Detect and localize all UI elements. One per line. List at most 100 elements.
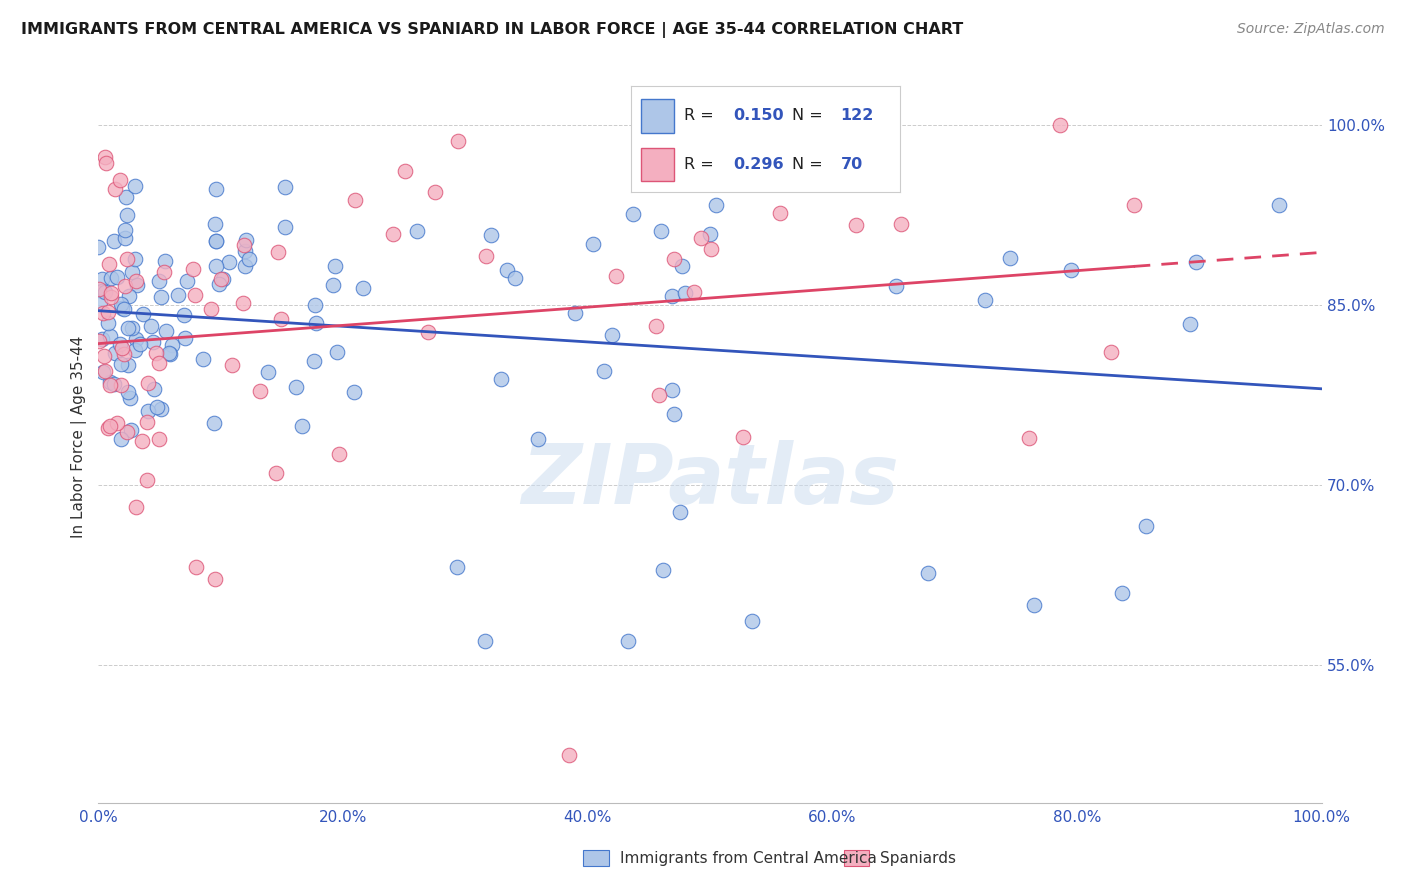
Point: [328, 447, 350, 461]
Point: [94, 156, 117, 170]
Point: [741, 615, 763, 629]
Point: [503, 270, 526, 285]
Point: [209, 271, 232, 285]
Point: [564, 306, 586, 320]
Point: [129, 336, 152, 351]
Point: [343, 384, 366, 399]
Point: [232, 237, 254, 252]
Point: [91, 365, 114, 379]
Point: [204, 217, 226, 231]
Point: [890, 217, 912, 231]
Point: [1135, 518, 1157, 533]
Point: [153, 265, 176, 279]
Point: [148, 433, 170, 447]
Point: [148, 356, 170, 370]
Point: [87, 239, 110, 253]
Point: [121, 321, 143, 335]
Point: [100, 271, 122, 285]
Point: [257, 365, 280, 379]
Point: [112, 347, 135, 361]
Point: [150, 290, 173, 304]
Point: [100, 290, 122, 304]
Point: [211, 271, 233, 285]
Point: [600, 328, 623, 343]
Text: IMMIGRANTS FROM CENTRAL AMERICA VS SPANIARD IN LABOR FORCE | AGE 35-44 CORRELATI: IMMIGRANTS FROM CENTRAL AMERICA VS SPANI…: [21, 22, 963, 38]
Point: [204, 572, 226, 586]
Point: [650, 224, 672, 238]
Y-axis label: In Labor Force | Age 35-44: In Labor Force | Age 35-44: [72, 336, 87, 538]
Point: [208, 277, 231, 292]
Point: [93, 150, 115, 164]
Point: [117, 321, 139, 335]
Point: [139, 319, 162, 334]
Point: [238, 252, 260, 266]
Point: [221, 358, 243, 372]
Point: [100, 285, 122, 300]
Point: [974, 293, 997, 307]
Point: [1018, 431, 1040, 445]
Point: [110, 173, 132, 187]
Point: [1180, 317, 1202, 331]
FancyBboxPatch shape: [844, 850, 869, 866]
Text: Source: ZipAtlas.com: Source: ZipAtlas.com: [1237, 22, 1385, 37]
Point: [124, 343, 146, 357]
Point: [131, 434, 153, 448]
Point: [884, 278, 907, 293]
Point: [699, 227, 721, 242]
Point: [93, 349, 115, 363]
Point: [159, 347, 181, 361]
Point: [917, 566, 939, 580]
Point: [605, 269, 627, 284]
Point: [1060, 263, 1083, 277]
Point: [115, 209, 138, 223]
Point: [668, 505, 690, 519]
Point: [233, 259, 256, 273]
Point: [745, 152, 768, 166]
Point: [232, 296, 254, 310]
Point: [105, 270, 128, 285]
Point: [97, 421, 120, 435]
Point: [662, 407, 685, 421]
Point: [191, 351, 214, 366]
Point: [394, 164, 416, 178]
Point: [235, 233, 257, 247]
Point: [114, 301, 136, 316]
Text: ZIPatlas: ZIPatlas: [522, 441, 898, 522]
Point: [108, 337, 131, 351]
Point: [145, 400, 167, 414]
Point: [121, 265, 143, 279]
Point: [98, 329, 121, 343]
Point: [111, 341, 134, 355]
Text: Spaniards: Spaniards: [880, 851, 956, 865]
Point: [769, 206, 792, 220]
Point: [661, 288, 683, 302]
Point: [143, 383, 166, 397]
Point: [94, 285, 117, 299]
Point: [1122, 198, 1144, 212]
Point: [94, 364, 117, 378]
Point: [98, 375, 121, 389]
Point: [114, 279, 136, 293]
Point: [700, 243, 723, 257]
Point: [89, 334, 111, 349]
Point: [173, 308, 195, 322]
Point: [998, 251, 1021, 265]
Point: [322, 278, 344, 293]
Point: [664, 252, 686, 267]
Point: [117, 252, 139, 266]
Point: [202, 416, 225, 430]
Point: [141, 335, 163, 350]
Point: [145, 346, 167, 360]
Point: [124, 500, 146, 514]
Point: [127, 278, 149, 293]
Point: [291, 418, 314, 433]
Point: [200, 301, 222, 316]
Point: [111, 301, 134, 316]
Point: [446, 559, 468, 574]
Point: [474, 634, 496, 648]
Point: [496, 263, 519, 277]
Point: [1099, 345, 1122, 359]
Point: [104, 346, 127, 360]
Point: [671, 259, 693, 273]
Point: [176, 275, 198, 289]
